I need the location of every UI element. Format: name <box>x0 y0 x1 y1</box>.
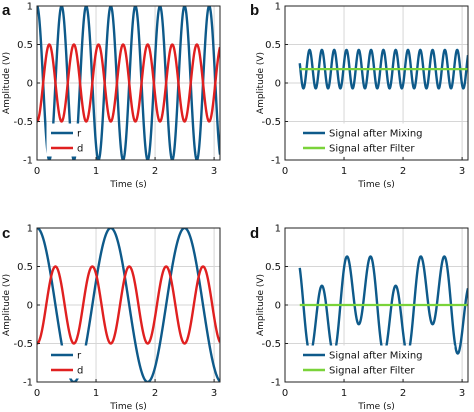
y-axis-label-b: Amplitude (V) <box>256 52 266 114</box>
ticks-d: 0 1 2 3 -1 -0.5 0 0.5 1 <box>261 224 465 400</box>
legend-box-b <box>298 123 455 157</box>
x-tick-label-2: 2 <box>152 388 158 399</box>
y-tick-label-0: -1 <box>23 378 33 389</box>
x-tick-label-0: 0 <box>34 388 40 399</box>
series-line-c-1 <box>37 265 220 345</box>
y-tick-label-2: 0 <box>27 301 33 312</box>
series-line-b-0 <box>298 48 468 90</box>
x-axis-label-a: Time (s) <box>109 180 147 190</box>
x-tick-label-2: 2 <box>400 166 406 177</box>
panel-d: d 0 1 2 3 -1 -0.5 0 0.5 1 Time (s) Amplitude (V)… <box>250 224 469 412</box>
legend-label-a-1: d <box>77 144 83 155</box>
y-tick-label-4: 1 <box>275 224 281 235</box>
y-tick-label-0: -1 <box>271 378 281 389</box>
y-tick-label-4: 1 <box>27 2 33 13</box>
legend-label-b-1: Signal after Filter <box>329 144 415 155</box>
legend-d: Signal after Mixing Signal after Filter <box>298 345 455 379</box>
legend-label-a-0: r <box>77 129 82 140</box>
x-tick-label-1: 1 <box>93 166 99 177</box>
x-tick-label-0: 0 <box>34 166 40 177</box>
legend-box-d <box>298 345 455 379</box>
x-tick-label-3: 3 <box>459 166 465 177</box>
y-tick-label-1: -0.5 <box>13 339 33 350</box>
y-tick-label-3: 0.5 <box>265 262 281 273</box>
y-tick-label-3: 0.5 <box>17 40 33 51</box>
x-tick-label-1: 1 <box>341 388 347 399</box>
legend-label-d-0: Signal after Mixing <box>329 351 423 362</box>
legend-c: rd <box>46 345 92 379</box>
y-tick-label-2: 0 <box>27 79 33 90</box>
panel-letter-a: a <box>2 2 11 19</box>
y-axis-label-a: Amplitude (V) <box>2 52 12 114</box>
panel-a: a 0 1 2 3 -1 -0.5 0 0.5 1 Time (s) Amplitude (V)… <box>2 2 221 190</box>
y-tick-label-3: 0.5 <box>265 40 281 51</box>
x-tick-label-3: 3 <box>459 388 465 399</box>
y-tick-label-4: 1 <box>27 224 33 235</box>
legend-label-c-1: d <box>77 366 83 377</box>
y-tick-label-4: 1 <box>275 2 281 13</box>
panel-letter-d: d <box>250 225 259 242</box>
series-d <box>298 255 468 355</box>
y-tick-label-0: -1 <box>23 156 33 167</box>
legend-label-b-0: Signal after Mixing <box>329 129 423 140</box>
series-b <box>298 48 468 90</box>
y-tick-label-1: -0.5 <box>261 117 281 128</box>
y-tick-label-1: -0.5 <box>261 339 281 350</box>
y-tick-label-1: -0.5 <box>13 117 33 128</box>
x-tick-label-0: 0 <box>282 166 288 177</box>
legend-box-c <box>46 345 92 379</box>
legend-a: rd <box>46 123 92 157</box>
x-axis-label-d: Time (s) <box>357 402 395 412</box>
y-tick-label-0: -1 <box>271 156 281 167</box>
x-tick-label-2: 2 <box>152 166 158 177</box>
ticks-b: 0 1 2 3 -1 -0.5 0 0.5 1 <box>261 2 465 178</box>
y-tick-label-2: 0 <box>275 79 281 90</box>
y-axis-label-d: Amplitude (V) <box>256 274 266 336</box>
x-tick-label-3: 3 <box>211 166 217 177</box>
panel-letter-c: c <box>2 225 10 242</box>
series-a <box>37 6 220 160</box>
x-axis-label-c: Time (s) <box>109 402 147 412</box>
x-axis-label-b: Time (s) <box>357 180 395 190</box>
y-tick-label-2: 0 <box>275 301 281 312</box>
y-axis-label-c: Amplitude (V) <box>2 274 12 336</box>
x-tick-label-1: 1 <box>341 166 347 177</box>
legend-label-c-0: r <box>77 351 82 362</box>
x-tick-label-3: 3 <box>211 388 217 399</box>
legend-label-d-1: Signal after Filter <box>329 366 415 377</box>
ticks-c: 0 1 2 3 -1 -0.5 0 0.5 1 <box>13 224 217 400</box>
x-tick-label-1: 1 <box>93 388 99 399</box>
x-tick-label-0: 0 <box>282 388 288 399</box>
panel-b: b 0 1 2 3 -1 -0.5 0 0.5 1 Time (s) Amplitude (V)… <box>250 2 469 190</box>
panel-c: c 0 1 2 3 -1 -0.5 0 0.5 1 Time (s) Amplitude (V)… <box>2 224 221 412</box>
x-tick-label-2: 2 <box>400 388 406 399</box>
legend-b: Signal after Mixing Signal after Filter <box>298 123 455 157</box>
ticks-a: 0 1 2 3 -1 -0.5 0 0.5 1 <box>13 2 217 178</box>
legend-box-a <box>46 123 92 157</box>
series-line-a-1 <box>37 43 220 123</box>
panel-letter-b: b <box>250 2 259 19</box>
y-tick-label-3: 0.5 <box>17 262 33 273</box>
